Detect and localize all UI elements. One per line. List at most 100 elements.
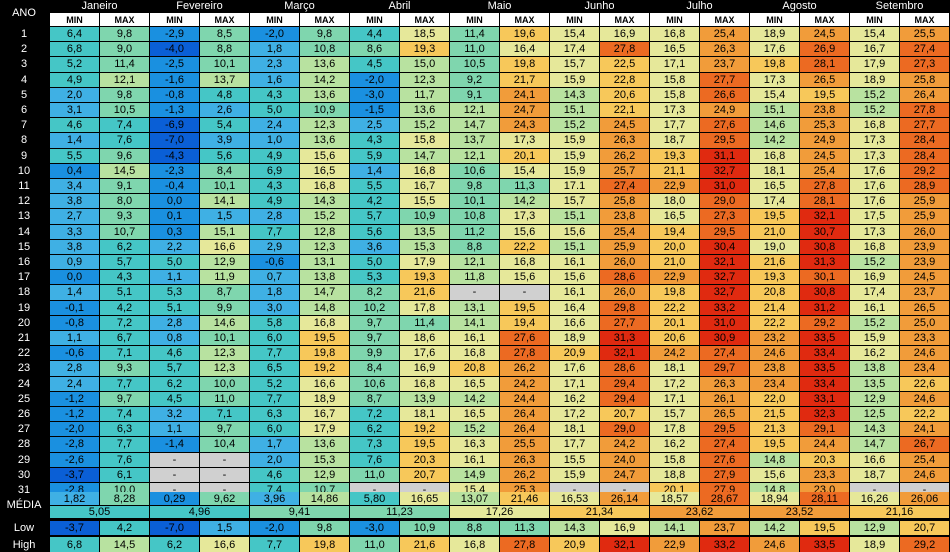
min-value-cell: 1,0: [250, 133, 299, 148]
min-value-cell: 19,8: [750, 57, 799, 72]
max-value-cell: 21,6: [400, 285, 449, 300]
max-value-cell: 26,6: [700, 87, 749, 102]
min-value-cell: 17,3: [850, 133, 899, 148]
media-average-cell: 23,62: [650, 506, 749, 518]
max-value-cell: 29,5: [700, 133, 749, 148]
min-value-cell: -2,5: [150, 57, 199, 72]
min-value-cell: 13,5: [850, 376, 899, 391]
media-min-cell: 5,80: [350, 492, 399, 505]
min-value-cell: 16,5: [450, 407, 499, 422]
max-value-cell: 3,9: [200, 133, 249, 148]
min-header: MIN: [50, 13, 99, 26]
max-value-cell: 15,1: [200, 224, 249, 239]
max-value-cell: 11,4: [100, 57, 149, 72]
max-value-cell: 9,9: [200, 300, 249, 315]
min-value-cell: 16,9: [850, 270, 899, 285]
day-label: 27: [17, 423, 31, 436]
max-value-cell: -: [200, 467, 249, 482]
max-value-cell: 29,0: [600, 422, 649, 437]
min-value-cell: 15,7: [550, 194, 599, 209]
min-value-cell: 6,0: [250, 331, 299, 346]
max-value-cell: 16,8: [300, 179, 349, 194]
max-header: MAX: [900, 13, 949, 26]
max-value-cell: 24,1: [500, 87, 549, 102]
max-value-cell: 12,1: [100, 72, 149, 87]
max-value-cell: 27,7: [900, 118, 949, 133]
media-average-cell: 17,26: [450, 506, 549, 518]
max-value-cell: 29,2: [800, 315, 849, 330]
day-label: 9: [20, 149, 28, 162]
min-value-cell: 17,2: [650, 376, 699, 391]
min-value-cell: 3,6: [350, 239, 399, 254]
max-value-cell: 24,6: [900, 391, 949, 406]
day-label: 14: [17, 225, 31, 238]
max-value-cell: 29,7: [700, 361, 749, 376]
low-min-cell: 14,1: [650, 521, 699, 535]
min-value-cell: 15,6: [550, 270, 599, 285]
min-value-cell: 20,0: [650, 239, 699, 254]
max-value-cell: 29,4: [600, 391, 649, 406]
min-value-cell: 24,6: [750, 346, 799, 361]
min-value-cell: 4,5: [350, 57, 399, 72]
max-value-cell: 24,7: [600, 467, 649, 482]
max-value-cell: 10,0: [200, 376, 249, 391]
max-value-cell: 10,9: [300, 103, 349, 118]
high-max-cell: 29,2: [900, 537, 949, 552]
max-value-cell: 24,9: [800, 133, 849, 148]
day-label: 29: [17, 453, 31, 466]
max-value-cell: 15,6: [300, 148, 349, 163]
media-max-cell: 14,86: [300, 492, 349, 505]
month-header: Julho: [686, 0, 713, 12]
min-value-cell: 19,4: [650, 224, 699, 239]
min-value-cell: 16,5: [650, 209, 699, 224]
max-value-cell: 31,0: [700, 179, 749, 194]
min-value-cell: 15,1: [550, 209, 599, 224]
min-value-cell: 16,5: [650, 42, 699, 57]
min-value-cell: 1,6: [250, 72, 299, 87]
min-value-cell: 17,6: [550, 361, 599, 376]
min-value-cell: 15,8: [650, 87, 699, 102]
max-value-cell: 23,4: [900, 361, 949, 376]
min-value-cell: -0,4: [150, 179, 199, 194]
max-value-cell: 33,1: [800, 391, 849, 406]
min-value-cell: 6,0: [250, 422, 299, 437]
min-value-cell: 17,7: [550, 437, 599, 452]
min-value-cell: 12,5: [850, 407, 899, 422]
min-value-cell: 10,5: [450, 57, 499, 72]
media-min-cell: 13,07: [450, 492, 499, 505]
min-value-cell: 16,5: [750, 179, 799, 194]
low-min-cell: 8,8: [450, 521, 499, 535]
max-value-cell: 23,9: [900, 239, 949, 254]
min-value-cell: 16,1: [850, 300, 899, 315]
min-value-cell: 15,4: [750, 87, 799, 102]
media-average-cell: 21,16: [850, 506, 949, 518]
min-value-cell: 0,4: [50, 163, 99, 178]
min-value-cell: -0,6: [250, 255, 299, 270]
max-value-cell: 26,0: [900, 224, 949, 239]
max-value-cell: 12,3: [300, 239, 349, 254]
min-header: MIN: [250, 13, 299, 26]
max-value-cell: 29,1: [800, 422, 849, 437]
max-value-cell: 24,6: [900, 467, 949, 482]
max-header: MAX: [600, 13, 649, 26]
max-value-cell: 26,5: [900, 300, 949, 315]
min-value-cell: 11,8: [450, 270, 499, 285]
month-header: Maio: [487, 0, 512, 12]
min-value-cell: 10,6: [450, 163, 499, 178]
min-value-cell: 5,2: [50, 57, 99, 72]
high-max-cell: 21,6: [400, 537, 449, 552]
min-value-cell: 16,6: [550, 315, 599, 330]
min-value-cell: 5,3: [350, 270, 399, 285]
max-value-cell: 24,5: [600, 118, 649, 133]
max-value-cell: 16,9: [400, 361, 449, 376]
day-label: 25: [17, 392, 31, 405]
min-value-cell: 1,4: [50, 285, 99, 300]
min-value-cell: 17,8: [650, 422, 699, 437]
max-header: MAX: [500, 13, 549, 26]
max-value-cell: 12,3: [300, 118, 349, 133]
max-value-cell: 27,6: [500, 331, 549, 346]
max-value-cell: 23,9: [900, 255, 949, 270]
min-value-cell: 22,9: [650, 270, 699, 285]
max-value-cell: 12,8: [300, 224, 349, 239]
min-value-cell: 17,3: [650, 103, 699, 118]
